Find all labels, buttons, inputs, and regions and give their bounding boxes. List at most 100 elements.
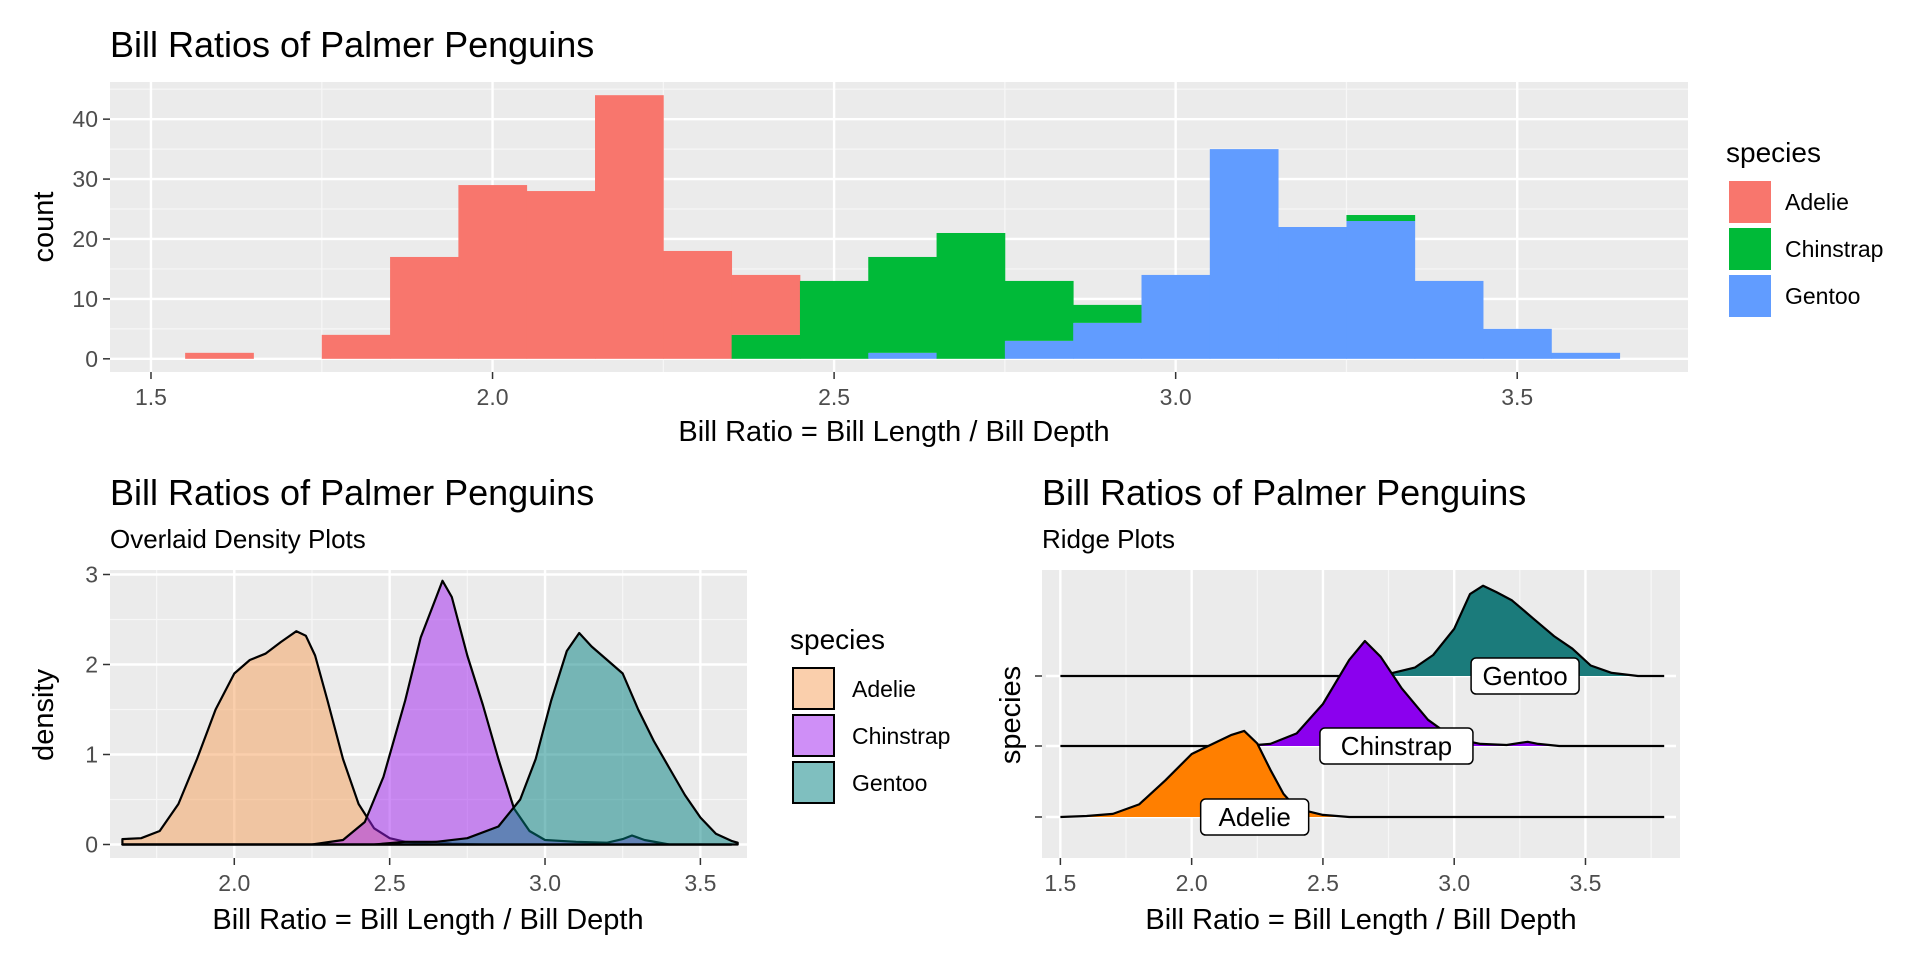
y-tick-label: 40 — [72, 106, 98, 132]
legend-key-gentoo — [1727, 273, 1773, 319]
bar-adelie — [526, 191, 596, 359]
legend-key-chinstrap — [1727, 226, 1773, 272]
ridge-curves — [1035, 584, 1665, 819]
label-text: Adelie — [1219, 802, 1291, 832]
histogram-y-ticks: 0 10 20 30 40 — [72, 106, 110, 372]
bar-chinstrap — [799, 280, 869, 359]
bar-chinstrap — [1346, 215, 1416, 222]
x-tick-label: 2.0 — [218, 870, 250, 896]
bar-adelie — [321, 334, 391, 359]
ridge-panel: Bill Ratios of Palmer Penguins Ridge Plo… — [995, 472, 1680, 936]
ridge-label-gentoo: Gentoo — [1470, 657, 1580, 695]
label-text: Gentoo — [1482, 661, 1567, 691]
histogram-y-axis-label: count — [28, 192, 60, 263]
histogram-panel: Bill Ratios of Palmer Penguins 0 10 20 30 40… — [28, 24, 1883, 448]
ridge-line-adelie — [1060, 729, 1665, 819]
y-tick-label: 2 — [85, 652, 98, 678]
density-y-ticks: 0 1 2 3 — [85, 562, 110, 858]
bar-adelie — [185, 352, 254, 359]
histogram-legend: species Adelie Chinstrap Gentoo — [1726, 137, 1883, 319]
density-x-axis-label: Bill Ratio = Bill Length / Bill Depth — [212, 904, 643, 936]
y-tick-label: 30 — [72, 166, 98, 192]
x-tick-label: 2.5 — [374, 870, 406, 896]
x-tick-label: 3.5 — [684, 870, 716, 896]
ridge-line-chinstrap — [1060, 639, 1665, 748]
legend-key-adelie — [1727, 179, 1773, 225]
density-legend-title: species — [790, 624, 885, 655]
bar-chinstrap — [1004, 280, 1074, 341]
legend-key-chinstrap — [792, 714, 835, 757]
density-panel: Bill Ratios of Palmer Penguins Overlaid … — [28, 472, 950, 936]
ridge-subtitle: Ridge Plots — [1042, 524, 1175, 554]
y-tick-label: 1 — [85, 742, 98, 768]
label-box — [1199, 798, 1310, 836]
y-tick-label: 20 — [72, 226, 98, 252]
bar-gentoo — [1141, 274, 1211, 359]
x-tick-label: 2.5 — [1307, 870, 1339, 896]
legend-label-adelie: Adelie — [1785, 189, 1849, 215]
ridge-x-axis-label: Bill Ratio = Bill Length / Bill Depth — [1145, 904, 1576, 936]
bar-chinstrap — [1073, 304, 1142, 323]
bar-gentoo — [868, 352, 937, 359]
label-text: Chinstrap — [1341, 731, 1452, 761]
histogram-x-axis-label: Bill Ratio = Bill Length / Bill Depth — [678, 416, 1109, 448]
ridge-title: Bill Ratios of Palmer Penguins — [1042, 472, 1526, 513]
ridge-fill-gentoo — [1060, 585, 1665, 676]
bar-chinstrap — [731, 334, 801, 359]
ridge-label-adelie: Adelie — [1199, 798, 1310, 836]
ridge-fill-adelie — [1060, 730, 1665, 817]
y-tick-label: 10 — [72, 286, 98, 312]
y-tick-label: 0 — [85, 346, 98, 372]
label-box — [1319, 727, 1474, 765]
density-area-gentoo — [121, 631, 739, 846]
y-tick-label: 3 — [85, 562, 98, 588]
legend-key-gentoo — [792, 761, 835, 804]
x-tick-label: 1.5 — [1044, 870, 1076, 896]
bar-gentoo — [1278, 227, 1347, 359]
x-tick-label: 3.5 — [1501, 384, 1533, 410]
x-tick-label: 3.0 — [1438, 870, 1470, 896]
legend-label-chinstrap: Chinstrap — [852, 723, 950, 749]
bar-gentoo — [1209, 149, 1279, 359]
histogram-legend-title: species — [1726, 137, 1821, 168]
legend-label-chinstrap: Chinstrap — [1785, 236, 1883, 262]
bar-adelie — [458, 185, 528, 359]
bar-adelie — [731, 274, 801, 335]
bar-gentoo — [1483, 328, 1552, 359]
bar-gentoo — [1551, 352, 1621, 359]
x-tick-label: 1.5 — [135, 384, 167, 410]
x-tick-label: 2.0 — [1176, 870, 1208, 896]
bar-gentoo — [1414, 280, 1484, 359]
density-areas — [121, 579, 739, 846]
histogram-x-ticks: 1.5 2.0 2.5 3.0 3.5 — [135, 372, 1533, 410]
ridge-label-chinstrap: Chinstrap — [1319, 727, 1474, 765]
ridge-line-gentoo — [1060, 584, 1665, 678]
legend-key-adelie — [792, 667, 835, 710]
ridge-x-ticks: 1.5 2.0 2.5 3.0 3.5 — [1044, 858, 1601, 896]
bar-adelie — [595, 95, 664, 359]
bar-chinstrap — [936, 232, 1006, 359]
bar-gentoo — [1346, 221, 1416, 359]
histogram-title: Bill Ratios of Palmer Penguins — [110, 24, 594, 65]
ridge-species-labels: Adelie Chinstrap Gentoo — [1199, 657, 1580, 836]
density-title: Bill Ratios of Palmer Penguins — [110, 472, 594, 513]
y-tick-label: 0 — [85, 832, 98, 858]
x-tick-label: 3.0 — [1160, 384, 1192, 410]
density-x-ticks: 2.0 2.5 3.0 3.5 — [218, 858, 716, 896]
legend-label-adelie: Adelie — [852, 676, 916, 702]
density-y-axis-label: density — [28, 669, 60, 761]
ridge-y-axis-label: species — [995, 666, 1027, 764]
x-tick-label: 2.0 — [477, 384, 509, 410]
density-subtitle: Overlaid Density Plots — [110, 524, 366, 554]
x-tick-label: 3.0 — [529, 870, 561, 896]
label-box — [1470, 657, 1580, 695]
legend-label-gentoo: Gentoo — [852, 770, 927, 796]
legend-label-gentoo: Gentoo — [1785, 283, 1860, 309]
bar-adelie — [663, 250, 733, 359]
x-tick-label: 2.5 — [818, 384, 850, 410]
bar-gentoo — [1004, 340, 1074, 359]
ridge-fill-chinstrap — [1060, 641, 1665, 746]
x-tick-label: 3.5 — [1569, 870, 1601, 896]
